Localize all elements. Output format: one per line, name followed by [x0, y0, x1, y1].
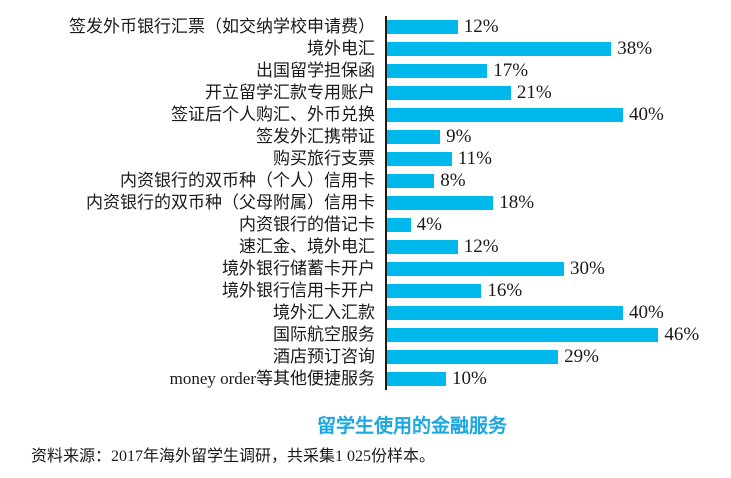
- bar: [387, 328, 659, 342]
- bar: [387, 284, 482, 298]
- bar: [387, 86, 511, 100]
- value-label: 38%: [617, 38, 653, 59]
- bar-chart: 签发外币银行汇票（如交纳学校申请费） 12% 境外电汇 38% 出国留学担保函 …: [0, 16, 731, 390]
- chart-row: 内资银行的借记卡 4%: [0, 214, 731, 236]
- category-label: 国际航空服务: [273, 325, 375, 344]
- chart-row: 内资银行的双币种（个人）信用卡 8%: [0, 170, 731, 192]
- chart-row: 境外银行储蓄卡开户 30%: [0, 258, 731, 280]
- chart-row: 签发外汇携带证 9%: [0, 126, 731, 148]
- chart-row: 开立留学汇款专用账户 21%: [0, 82, 731, 104]
- value-label: 9%: [446, 126, 472, 147]
- chart-row: 酒店预订咨询 29%: [0, 346, 731, 368]
- value-label: 21%: [516, 82, 552, 103]
- category-label: money order等其他便捷服务: [169, 369, 375, 388]
- value-label: 11%: [457, 148, 493, 169]
- chart-rows: 签发外币银行汇票（如交纳学校申请费） 12% 境外电汇 38% 出国留学担保函 …: [0, 16, 731, 390]
- value-label: 40%: [629, 104, 664, 125]
- chart-row: 签证后个人购汇、外币兑换 40%: [0, 104, 731, 126]
- chart-title: 留学生使用的金融服务: [316, 416, 507, 437]
- bar: [387, 152, 452, 166]
- bar-cell: 40%: [385, 302, 664, 324]
- chart-row: 境外汇入汇款 40%: [0, 302, 731, 324]
- bar-cell: 9%: [385, 126, 471, 148]
- category-label: 境外电汇: [307, 39, 375, 58]
- value-label: 16%: [487, 280, 523, 301]
- value-label: 46%: [664, 324, 700, 345]
- bar-cell: 8%: [385, 170, 466, 192]
- category-label: 酒店预订咨询: [273, 347, 375, 366]
- bar: [387, 240, 458, 254]
- bar: [387, 262, 564, 276]
- bar: [387, 42, 612, 56]
- category-label: 出国留学担保函: [256, 61, 375, 80]
- bar-cell: 10%: [385, 368, 487, 390]
- chart-row: money order等其他便捷服务 10%: [0, 368, 731, 390]
- bar-cell: 4%: [385, 214, 442, 236]
- category-label: 签证后个人购汇、外币兑换: [171, 105, 375, 124]
- category-label: 境外汇入汇款: [273, 303, 375, 322]
- chart-row: 出国留学担保函 17%: [0, 60, 731, 82]
- category-label: 境外银行信用卡开户: [222, 281, 375, 300]
- chart-row: 购买旅行支票 11%: [0, 148, 731, 170]
- bar-cell: 16%: [385, 280, 522, 302]
- source-note: 资料来源：2017年海外留学生调研，共采集1 025份样本。: [31, 448, 436, 465]
- category-label: 签发外汇携带证: [256, 127, 375, 146]
- chart-row: 国际航空服务 46%: [0, 324, 731, 346]
- value-label: 8%: [440, 170, 466, 191]
- chart-row: 境外电汇 38%: [0, 38, 731, 60]
- value-label: 10%: [452, 368, 487, 389]
- chart-row: 速汇金、境外电汇 12%: [0, 236, 731, 258]
- bar-cell: 30%: [385, 258, 605, 280]
- category-label: 购买旅行支票: [273, 149, 375, 168]
- value-label: 4%: [416, 214, 442, 235]
- bar: [387, 372, 446, 386]
- bar: [387, 196, 494, 210]
- category-label: 速汇金、境外电汇: [239, 237, 375, 256]
- value-label: 12%: [463, 16, 499, 37]
- value-label: 40%: [629, 302, 664, 323]
- value-label: 17%: [493, 60, 529, 81]
- bar-cell: 12%: [385, 16, 499, 38]
- category-label: 内资银行的双币种（父母附属）信用卡: [86, 193, 375, 212]
- bar: [387, 306, 623, 320]
- value-label: 18%: [499, 192, 535, 213]
- bar: [387, 130, 441, 144]
- bar-cell: 11%: [385, 148, 492, 170]
- bar: [387, 350, 559, 364]
- bar: [387, 174, 435, 188]
- bar: [387, 64, 488, 78]
- value-label: 30%: [570, 258, 605, 279]
- bar-cell: 18%: [385, 192, 534, 214]
- chart-row: 内资银行的双币种（父母附属）信用卡 18%: [0, 192, 731, 214]
- value-label: 29%: [564, 346, 599, 367]
- value-label: 12%: [463, 236, 499, 257]
- bar: [387, 20, 458, 34]
- category-label: 境外银行储蓄卡开户: [222, 259, 375, 278]
- bar-cell: 12%: [385, 236, 499, 258]
- bar: [387, 218, 411, 232]
- bar: [387, 108, 623, 122]
- bar-cell: 40%: [385, 104, 664, 126]
- category-label: 开立留学汇款专用账户: [205, 83, 375, 102]
- category-label: 签发外币银行汇票（如交纳学校申请费）: [69, 17, 375, 36]
- bar-cell: 17%: [385, 60, 528, 82]
- category-label: 内资银行的借记卡: [239, 215, 375, 234]
- chart-row: 境外银行信用卡开户 16%: [0, 280, 731, 302]
- category-label: 内资银行的双币种（个人）信用卡: [120, 171, 375, 190]
- bar-cell: 46%: [385, 324, 699, 346]
- bar-cell: 38%: [385, 38, 652, 60]
- bar-cell: 29%: [385, 346, 599, 368]
- bar-cell: 21%: [385, 82, 552, 104]
- chart-row: 签发外币银行汇票（如交纳学校申请费） 12%: [0, 16, 731, 38]
